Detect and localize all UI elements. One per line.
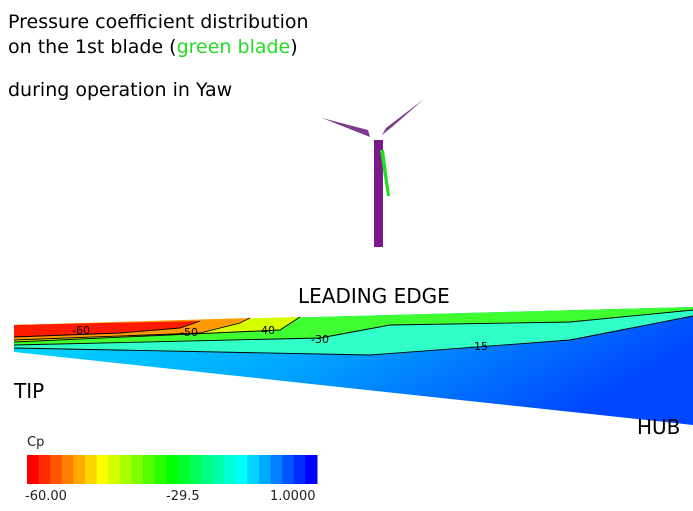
- contour-label: -30: [311, 333, 329, 346]
- colorbar-cell: [143, 455, 155, 484]
- colorbar-cell: [247, 455, 259, 484]
- blade: [322, 118, 370, 137]
- title-line: on the 1st blade (green blade): [8, 36, 298, 58]
- colorbar-cell: [155, 455, 167, 484]
- contour-label: -15: [470, 340, 488, 353]
- title-highlight: green blade: [177, 36, 291, 58]
- colorbar-cell: [97, 455, 109, 484]
- contour-label: -50: [180, 326, 198, 339]
- colorbar-tick: -60.00: [25, 489, 67, 504]
- turbine: [322, 99, 424, 247]
- colorbar-tick: 1.0000: [270, 489, 316, 504]
- colorbar-cell: [27, 455, 39, 484]
- hub-label: HUB: [637, 415, 680, 439]
- tip-label: TIP: [13, 379, 44, 403]
- colorbar-cell: [108, 455, 120, 484]
- title-text: ): [290, 36, 297, 58]
- colorbar-cell: [73, 455, 85, 484]
- contour-label: -60: [72, 324, 90, 337]
- colorbar-cell: [166, 455, 178, 484]
- colorbar-tick: -29.5: [166, 489, 200, 504]
- colorbar: [27, 455, 318, 484]
- title-text: on the 1st blade (: [8, 36, 177, 58]
- colorbar-cell: [62, 455, 74, 484]
- colorbar-cell: [271, 455, 283, 484]
- title-line: Pressure coefficient distribution: [8, 11, 309, 33]
- contour-label: -40: [257, 324, 275, 337]
- colorbar-cell: [120, 455, 132, 484]
- colorbar-cell: [131, 455, 143, 484]
- colorbar-cell: [282, 455, 294, 484]
- colorbar-cell: [236, 455, 248, 484]
- colorbar-cell: [39, 455, 51, 484]
- title-line: during operation in Yaw: [8, 79, 232, 101]
- blade: [382, 99, 424, 135]
- colorbar-cell: [50, 455, 62, 484]
- colorbar-cell: [224, 455, 236, 484]
- colorbar-cell: [85, 455, 97, 484]
- page: Pressure coefficient distribution on the…: [0, 0, 693, 511]
- leading-edge-label: LEADING EDGE: [298, 284, 450, 308]
- colorbar-cell: [178, 455, 190, 484]
- blade-contour: -60 -50 -40 -30 -15: [14, 307, 693, 425]
- colorbar-cell: [259, 455, 271, 484]
- colorbar-cell: [201, 455, 213, 484]
- colorbar-cell: [189, 455, 201, 484]
- colorbar-cell: [294, 455, 306, 484]
- colorbar-title: Cp: [27, 435, 44, 450]
- colorbar-cell: [213, 455, 225, 484]
- colorbar-cell: [305, 455, 317, 484]
